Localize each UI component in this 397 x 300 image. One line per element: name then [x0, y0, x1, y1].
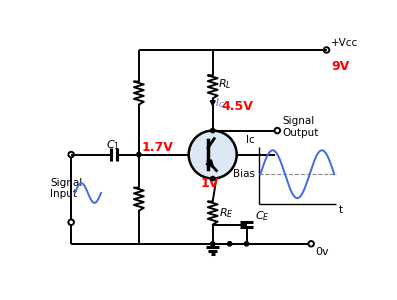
Text: Signal
Input: Signal Input	[50, 178, 83, 199]
Circle shape	[189, 130, 237, 178]
Text: 1V: 1V	[200, 177, 219, 190]
Circle shape	[210, 128, 215, 133]
Circle shape	[137, 152, 141, 157]
Text: $I_C$: $I_C$	[215, 96, 225, 110]
Text: 9V: 9V	[331, 60, 349, 73]
Circle shape	[245, 242, 249, 246]
Text: $C_E$: $C_E$	[255, 209, 270, 223]
Text: t: t	[338, 205, 342, 215]
Text: +Vcc: +Vcc	[331, 38, 358, 47]
Text: 0v: 0v	[315, 248, 328, 257]
Circle shape	[210, 242, 215, 246]
Text: 4.5V: 4.5V	[221, 100, 253, 113]
Text: $R_L$: $R_L$	[218, 77, 232, 91]
Text: 1.7V: 1.7V	[142, 141, 174, 154]
Text: $R_E$: $R_E$	[219, 206, 233, 220]
Text: Signal
Output: Signal Output	[283, 116, 319, 138]
Text: $C_1$: $C_1$	[106, 138, 120, 152]
Circle shape	[227, 242, 232, 246]
Text: Ic: Ic	[247, 135, 255, 145]
Circle shape	[210, 176, 215, 181]
Text: Bias: Bias	[233, 169, 255, 179]
